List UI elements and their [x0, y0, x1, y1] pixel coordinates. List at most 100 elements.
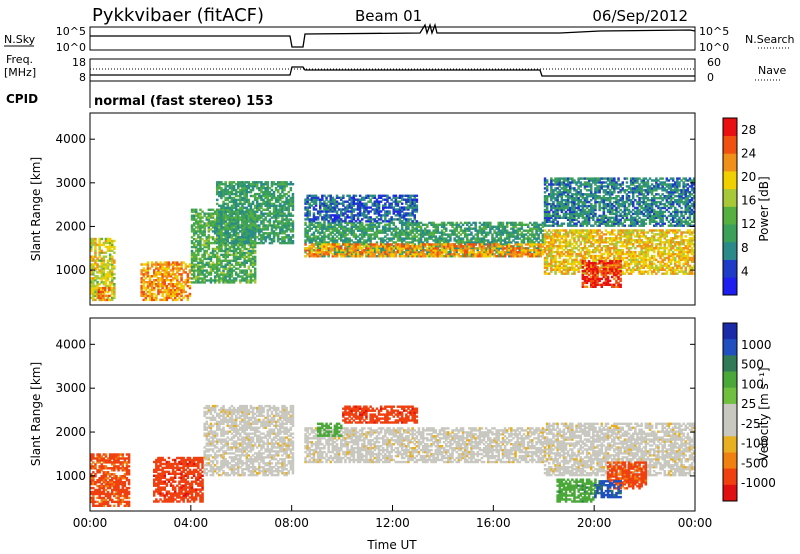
range-time-cell — [314, 216, 318, 219]
range-time-cell — [306, 210, 309, 213]
range-time-cell — [518, 253, 521, 256]
range-time-cell — [192, 253, 196, 257]
range-time-cell — [354, 255, 358, 258]
range-time-cell — [562, 258, 566, 262]
range-time-cell — [333, 247, 337, 250]
range-time-cell — [508, 245, 511, 248]
range-time-cell — [377, 253, 381, 256]
range-time-cell — [361, 241, 364, 244]
range-time-cell — [281, 206, 284, 209]
range-time-cell — [92, 273, 95, 276]
range-time-cell — [222, 281, 225, 284]
range-time-cell — [291, 214, 295, 217]
range-time-cell — [421, 251, 425, 254]
range-time-cell — [346, 214, 349, 217]
range-time-cell — [258, 181, 261, 184]
range-time-cell — [113, 259, 116, 262]
range-time-cell — [113, 277, 116, 280]
range-time-cell — [409, 212, 412, 215]
range-time-cell — [308, 221, 311, 225]
range-time-cell — [316, 225, 320, 228]
range-time-cell — [379, 216, 383, 219]
range-time-cell — [501, 225, 505, 228]
range-time-cell — [562, 266, 566, 269]
range-time-cell — [407, 206, 410, 209]
range-time-cell — [220, 224, 223, 227]
range-time-cell — [237, 247, 240, 251]
range-time-cell — [526, 231, 530, 234]
range-time-cell — [142, 267, 145, 270]
range-time-cell — [495, 249, 498, 252]
range-time-cell — [554, 241, 557, 244]
range-time-cell — [354, 223, 358, 226]
range-time-cell — [329, 194, 332, 197]
range-time-cell — [556, 237, 559, 240]
range-time-cell — [96, 275, 99, 278]
range-time-cell — [548, 247, 551, 250]
range-time-cell — [514, 253, 517, 256]
range-time-cell — [190, 259, 194, 262]
range-time-cell — [342, 208, 345, 211]
range-time-cell — [499, 247, 503, 250]
range-time-cell — [411, 229, 414, 232]
range-time-cell — [247, 202, 251, 206]
range-time-cell — [180, 279, 183, 282]
range-time-cell — [171, 271, 175, 274]
range-time-cell — [260, 196, 263, 200]
range-time-cell — [472, 243, 475, 246]
range-time-cell — [199, 238, 202, 241]
range-time-cell — [352, 245, 356, 248]
range-time-cell — [466, 249, 469, 252]
range-time-cell — [245, 277, 248, 280]
range-time-cell — [291, 198, 295, 202]
range-time-cell — [520, 249, 524, 252]
range-time-cell — [222, 218, 225, 221]
range-time-cell — [289, 224, 293, 227]
range-time-cell — [228, 263, 232, 266]
range-time-cell — [371, 229, 374, 232]
range-time-cell — [403, 214, 406, 217]
range-time-cell — [310, 251, 314, 254]
range-time-cell — [548, 252, 551, 256]
range-time-cell — [230, 238, 234, 241]
range-time-cell — [203, 263, 206, 266]
range-time-cell — [323, 216, 326, 219]
range-time-cell — [245, 247, 248, 251]
range-time-cell — [243, 216, 246, 219]
range-time-cell — [201, 271, 204, 274]
range-time-cell — [287, 208, 290, 211]
range-time-cell — [241, 212, 244, 215]
range-time-cell — [541, 225, 545, 228]
range-time-cell — [537, 233, 540, 236]
range-time-cell — [104, 255, 108, 258]
range-time-cell — [239, 226, 242, 229]
range-time-cell — [247, 236, 251, 239]
range-time-cell — [272, 192, 276, 196]
range-time-cell — [192, 251, 196, 255]
range-time-cell — [367, 218, 370, 221]
range-time-cell — [367, 251, 370, 254]
range-time-cell — [167, 265, 171, 268]
range-time-cell — [371, 218, 374, 221]
range-time-cell — [232, 188, 236, 192]
range-time-cell — [197, 279, 200, 282]
range-time-cell — [213, 238, 217, 241]
range-time-cell — [331, 231, 335, 234]
range-time-cell — [237, 183, 240, 186]
range-time-cell — [558, 254, 561, 258]
range-time-cell — [354, 214, 358, 217]
range-time-cell — [306, 194, 309, 197]
range-time-cell — [449, 253, 452, 256]
range-time-cell — [260, 183, 263, 186]
range-time-cell — [308, 210, 311, 213]
range-time-cell — [312, 202, 316, 205]
range-time-cell — [243, 263, 246, 266]
range-time-cell — [482, 227, 486, 230]
range-time-cell — [308, 229, 311, 232]
range-time-cell — [230, 269, 234, 272]
range-time-cell — [379, 194, 383, 197]
range-time-cell — [512, 233, 515, 236]
range-time-cell — [470, 255, 473, 258]
range-time-cell — [560, 254, 564, 258]
range-time-cell — [232, 192, 236, 196]
